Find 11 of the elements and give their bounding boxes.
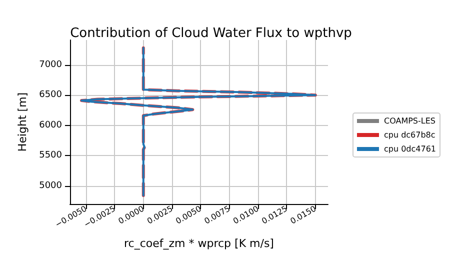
chart-title: Contribution of Cloud Water Flux to wpthvp [70, 26, 352, 41]
y-tick-label: 6500 [39, 90, 62, 100]
y-tick-label: 5000 [39, 180, 62, 191]
legend-label: cpu 0dc4761 [384, 144, 436, 154]
y-axis-title: Height [m] [16, 92, 30, 152]
x-axis-title: rc_coef_zm * wprcp [K m/s] [124, 237, 274, 250]
y-tick-label: 5500 [39, 150, 62, 161]
legend-label: COAMPS-LES [384, 116, 436, 126]
y-tick-label: 7000 [39, 60, 62, 70]
legend-label: cpu dc67b8c [384, 130, 436, 140]
y-tick-label: 6000 [39, 120, 62, 130]
